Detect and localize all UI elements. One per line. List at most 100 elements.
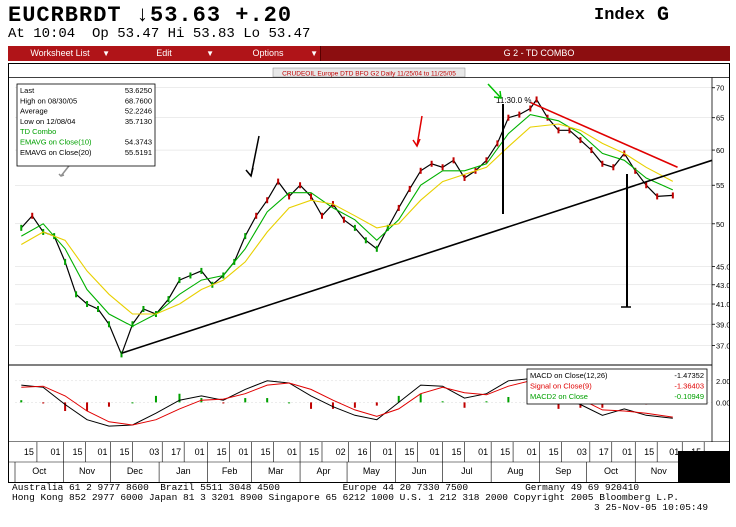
price-point-bar	[120, 351, 123, 358]
price-point-bar	[535, 96, 538, 103]
price-point-bar	[386, 224, 389, 231]
stats-label: EMAVG on Close(10)	[20, 138, 92, 147]
price-tick-label: 55	[716, 181, 724, 190]
price-point-bar	[518, 111, 521, 118]
macd-histogram-bar	[507, 396, 510, 403]
price-point-bar	[557, 127, 560, 134]
macd-legend-label: MACD on Close(12,26)	[530, 371, 608, 380]
x-day-label: 01	[478, 447, 488, 457]
x-day-label: 15	[452, 447, 462, 457]
x-day-label: 15	[500, 447, 510, 457]
stats-label: Last	[20, 86, 35, 95]
stats-label: Low on 12/08/04	[20, 117, 75, 126]
price-point-bar	[496, 140, 499, 147]
stats-legend: Last 53.6250 High on 08/30/05 68.7600 Averag…	[16, 83, 156, 167]
macd-histogram-bar	[419, 393, 422, 403]
stats-label: TD Combo	[20, 127, 56, 136]
price-tick-label: 65	[716, 114, 724, 123]
trend-line	[529, 101, 678, 169]
header: EUCRBRDT ↓53.63 +.20 Index G At 10:04 Op…	[0, 0, 736, 44]
edit-menu[interactable]: Edit ▼	[112, 46, 217, 61]
footer-line-2: Hong Kong 852 2977 6000 Japan 81 3 3201 …	[12, 492, 680, 503]
x-axis-bg	[9, 442, 729, 483]
price-point-bar	[20, 224, 23, 231]
macd-histogram-bar	[557, 402, 560, 409]
price-point-bar	[64, 258, 67, 265]
macd-legend-value: -1.47352	[674, 371, 704, 380]
price-tick-label: 70	[716, 84, 724, 93]
macd-histogram-bar	[178, 393, 181, 403]
price-point-bar	[266, 197, 269, 204]
x-day-label: 01	[287, 447, 297, 457]
price-point-bar	[671, 192, 674, 199]
macd-tick-label: 0.00000	[716, 398, 729, 407]
price-point-bar	[75, 291, 78, 298]
price-point-bar	[430, 160, 433, 167]
price-point-bar	[189, 272, 192, 279]
stats-value: 55.5191	[125, 148, 152, 157]
x-day-label: 01	[622, 447, 632, 457]
x-month-label: Oct	[604, 466, 619, 476]
macd-histogram-bar	[375, 402, 378, 406]
x-month-label: Apr	[317, 466, 331, 476]
price-change: +.20	[235, 3, 293, 28]
price-tick-label: 41.0	[716, 300, 729, 309]
price-point-bar	[397, 204, 400, 211]
price-point-bar	[342, 216, 345, 223]
x-month-label: Jul	[461, 466, 473, 476]
last-price: 53.63	[150, 3, 222, 28]
macd-legend-box	[526, 368, 708, 405]
price-point-bar	[353, 224, 356, 231]
macd-histogram-bar	[463, 402, 466, 408]
price-tick-label: 50	[716, 220, 724, 229]
x-month-label: Mar	[268, 466, 284, 476]
index-letter: G	[657, 4, 670, 27]
price-point-bar	[97, 305, 100, 312]
macd-legend: MACD on Close(12,26) -1.47352 Signal on Cl…	[526, 368, 708, 405]
x-day-label: 03	[149, 447, 159, 457]
options-label: Options	[252, 48, 284, 58]
green-arrow-icon	[487, 83, 502, 99]
stats-value: 52.2246	[125, 107, 152, 116]
price-point-bar	[463, 174, 466, 181]
price-point-bar	[244, 233, 247, 240]
x-day-label: 15	[405, 447, 415, 457]
x-month-label: Nov	[651, 466, 668, 476]
x-month-label: Jun	[412, 466, 427, 476]
macd-histogram-bar	[601, 402, 604, 408]
x-day-label: 15	[549, 447, 559, 457]
x-day-label: 15	[691, 447, 701, 457]
options-menu[interactable]: Options ▼	[216, 46, 321, 61]
x-day-label: 01	[430, 447, 440, 457]
x-month-label: Dec	[689, 466, 706, 476]
x-day-label: 15	[644, 447, 654, 457]
index-label: Index	[594, 6, 646, 25]
worksheet-list-menu[interactable]: Worksheet List ▼	[8, 46, 113, 61]
x-month-label: Dec	[127, 466, 144, 476]
chart-canvas[interactable]: CRUDEOIL Europe DTD BFO G2 Daily 11/25/0…	[9, 64, 736, 483]
stats-value: 68.7600	[125, 96, 152, 105]
x-day-label: 15	[72, 447, 82, 457]
price-point-bar	[419, 167, 422, 174]
stats-value: 54.3743	[125, 138, 152, 147]
x-month-label: Nov	[79, 466, 96, 476]
price-point-bar	[601, 160, 604, 167]
macd-histogram-bar	[42, 402, 45, 404]
macd-histogram-bar	[222, 402, 225, 404]
price-series-line	[21, 114, 674, 327]
price-point-bar	[364, 237, 367, 244]
macd-histogram-bar	[86, 402, 89, 412]
down-arrow-icon: ↓	[135, 3, 151, 28]
price-point-bar	[255, 212, 258, 219]
price-tick-label: 60	[716, 146, 724, 155]
x-month-label: Feb	[222, 466, 238, 476]
fib-annotation: 11:30.0 %	[496, 96, 531, 105]
ticker-symbol: EUCRBRDT	[8, 3, 122, 28]
price-point-bar	[590, 147, 593, 154]
price-point-bar	[579, 137, 582, 144]
x-day-label: 15	[260, 447, 270, 457]
macd-histogram-bar	[131, 402, 134, 404]
price-tick-label: 39.0	[716, 320, 729, 329]
price-point-bar	[375, 245, 378, 252]
x-day-label: 15	[217, 447, 227, 457]
